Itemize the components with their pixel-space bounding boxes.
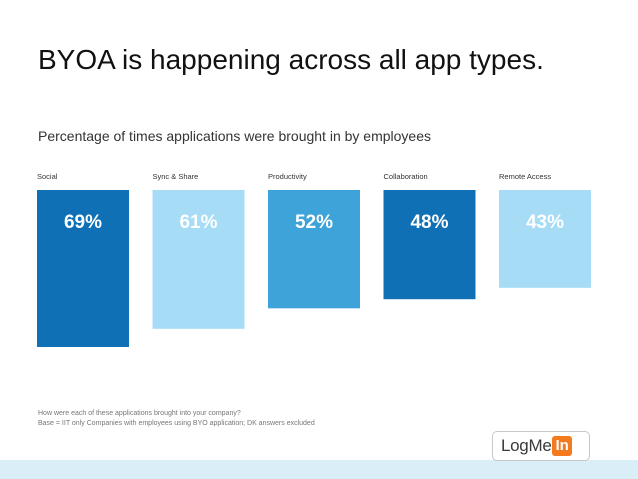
data-label: 52% <box>295 212 333 233</box>
logo-text: LogMe <box>501 436 552 455</box>
chart-title: Percentage of times applications were br… <box>38 128 431 144</box>
footnote-base: Base = IIT only Companies with employees… <box>38 420 315 427</box>
category-label: Remote Access <box>499 172 551 181</box>
category-label: Productivity <box>268 172 307 181</box>
footnote: How were each of these applications brou… <box>38 409 315 429</box>
bar <box>152 190 245 329</box>
data-label: 61% <box>179 212 217 233</box>
bar <box>383 190 476 300</box>
data-label: 48% <box>410 212 448 233</box>
category-label: Collaboration <box>384 172 428 181</box>
category-label: Social <box>37 172 58 181</box>
bar <box>499 190 591 288</box>
footnote-question: How were each of these applications brou… <box>38 410 241 417</box>
slide-title: BYOA is happening across all app types. <box>38 44 544 75</box>
bar <box>37 190 129 347</box>
bar <box>268 190 360 309</box>
logo-badge: In <box>552 436 572 456</box>
category-label: Sync & Share <box>153 172 199 181</box>
logmein-logo: LogMe In <box>492 431 590 461</box>
data-label: 69% <box>64 212 102 233</box>
data-label: 43% <box>526 212 564 233</box>
bottom-band <box>0 460 638 479</box>
